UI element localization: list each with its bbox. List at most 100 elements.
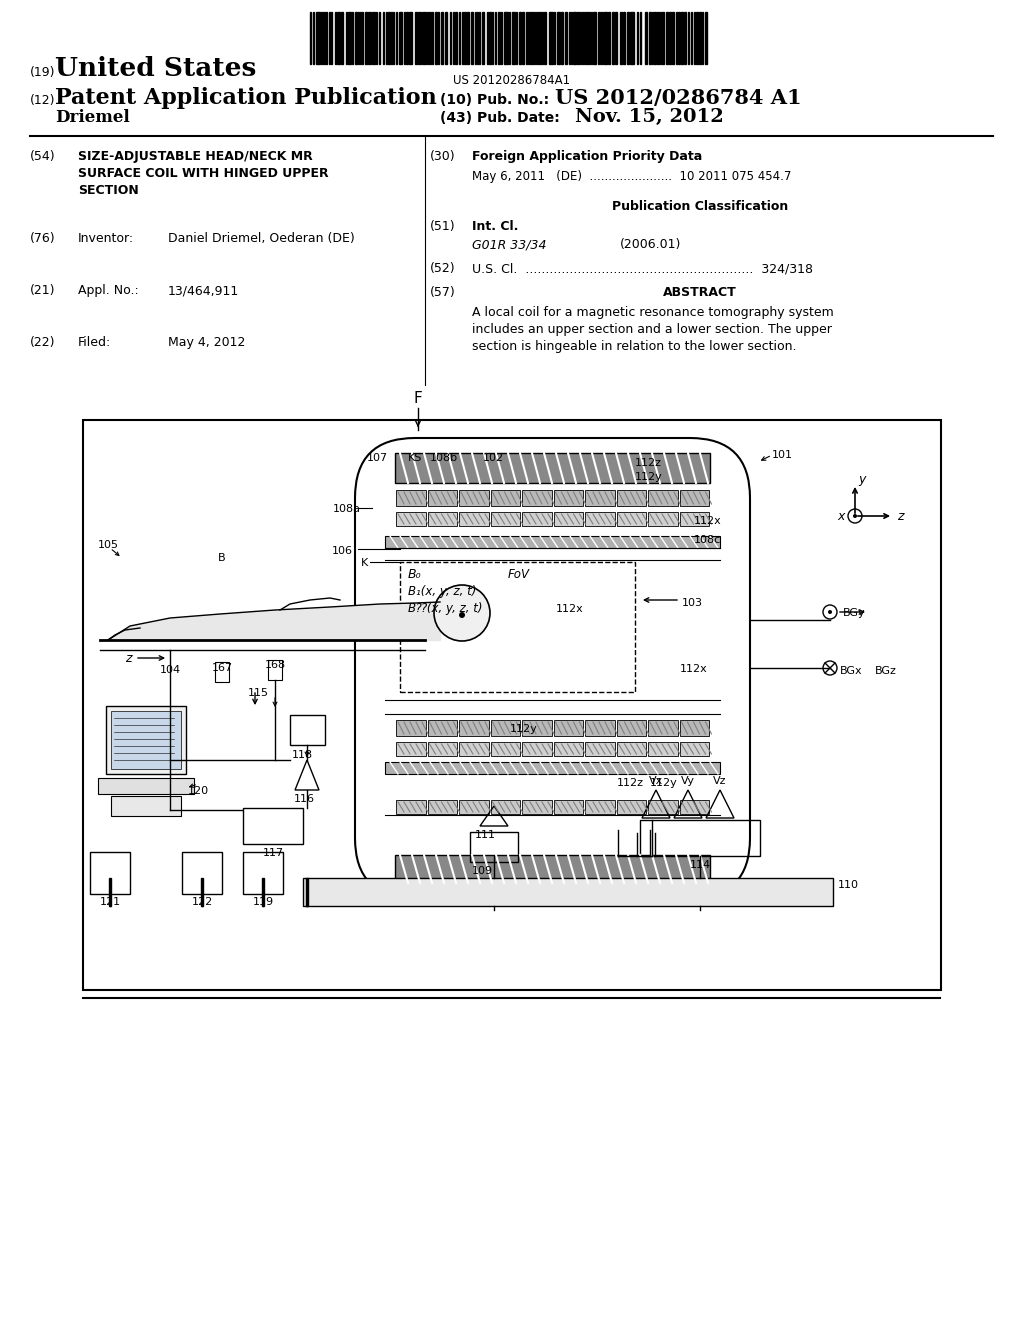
Text: 168: 168 — [265, 660, 286, 671]
Text: 101: 101 — [772, 450, 793, 459]
Bar — [573, 12, 575, 63]
Circle shape — [823, 605, 837, 619]
Bar — [316, 12, 319, 63]
Bar — [648, 490, 678, 506]
Bar — [672, 12, 674, 63]
Bar — [585, 719, 614, 737]
Text: B₁(x, y, z, t): B₁(x, y, z, t) — [408, 585, 476, 598]
Bar — [471, 12, 473, 63]
Text: 108c: 108c — [694, 535, 721, 545]
Circle shape — [853, 513, 857, 517]
Text: B₀: B₀ — [408, 568, 422, 581]
Bar — [630, 12, 634, 63]
Text: U.S. Cl.  .........................................................  324/318: U.S. Cl. ...............................… — [472, 261, 813, 275]
Text: (52): (52) — [430, 261, 456, 275]
Text: B⁇(x, y, z, t): B⁇(x, y, z, t) — [408, 602, 482, 615]
Bar — [585, 512, 614, 525]
Bar — [365, 12, 367, 63]
Bar — [648, 719, 678, 737]
Text: 117: 117 — [262, 847, 284, 858]
Circle shape — [459, 612, 465, 618]
Bar — [544, 12, 546, 63]
Bar — [539, 12, 541, 63]
Bar — [396, 800, 426, 814]
Bar — [341, 12, 343, 63]
Text: z: z — [126, 652, 132, 664]
Text: SIZE-ADJUSTABLE HEAD/NECK MR
SURFACE COIL WITH HINGED UPPER
SECTION: SIZE-ADJUSTABLE HEAD/NECK MR SURFACE COI… — [78, 150, 329, 197]
Text: Vx: Vx — [649, 776, 664, 785]
Bar — [201, 878, 203, 906]
Text: (21): (21) — [30, 284, 55, 297]
Bar — [482, 12, 484, 63]
Bar — [666, 12, 668, 63]
Bar — [522, 12, 524, 63]
Bar — [400, 562, 635, 692]
Bar — [680, 742, 709, 756]
Bar — [678, 12, 680, 63]
Bar — [268, 660, 282, 680]
Bar — [418, 12, 420, 63]
Bar — [648, 742, 678, 756]
Bar — [215, 663, 229, 682]
Bar — [522, 512, 552, 525]
Text: Inventor:: Inventor: — [78, 232, 134, 246]
Text: KS: KS — [408, 453, 422, 463]
Bar — [699, 12, 701, 63]
Text: 103: 103 — [682, 598, 703, 609]
Text: 111: 111 — [475, 830, 496, 840]
Bar — [396, 490, 426, 506]
Bar — [657, 12, 659, 63]
Text: BGy: BGy — [843, 609, 865, 618]
Bar — [459, 742, 488, 756]
Text: 112x: 112x — [680, 664, 708, 675]
Bar — [348, 12, 351, 63]
Bar — [489, 12, 490, 63]
Bar — [388, 12, 390, 63]
Text: United States: United States — [55, 55, 256, 81]
Bar — [385, 762, 720, 774]
Text: (22): (22) — [30, 337, 55, 348]
Text: US 2012/0286784 A1: US 2012/0286784 A1 — [555, 88, 802, 108]
Circle shape — [434, 585, 490, 642]
Text: 108a: 108a — [333, 504, 361, 513]
Text: BGz: BGz — [874, 667, 897, 676]
Text: 104: 104 — [160, 665, 181, 675]
Text: Driemel: Driemel — [55, 110, 130, 125]
Bar — [522, 742, 552, 756]
Text: x: x — [838, 510, 845, 523]
Bar — [409, 12, 412, 63]
Text: Nov. 15, 2012: Nov. 15, 2012 — [575, 108, 724, 125]
Text: y: y — [858, 474, 865, 487]
Text: z: z — [897, 510, 903, 523]
Text: A local coil for a magnetic resonance tomography system
includes an upper sectio: A local coil for a magnetic resonance to… — [472, 306, 834, 352]
Bar — [585, 490, 614, 506]
Text: 107: 107 — [367, 453, 388, 463]
Bar — [415, 12, 417, 63]
Bar — [427, 800, 457, 814]
Bar — [616, 719, 646, 737]
Bar — [243, 808, 303, 843]
Bar — [464, 12, 466, 63]
Bar — [470, 832, 518, 862]
Text: B: B — [218, 553, 225, 564]
Bar — [396, 512, 426, 525]
Bar — [427, 719, 457, 737]
Bar — [522, 719, 552, 737]
Bar — [490, 719, 520, 737]
Text: (57): (57) — [430, 286, 456, 300]
Text: 112y: 112y — [510, 723, 538, 734]
Bar — [459, 800, 488, 814]
Bar — [427, 490, 457, 506]
Text: 109: 109 — [472, 866, 494, 876]
Bar — [303, 878, 833, 906]
Bar — [577, 12, 579, 63]
Bar — [616, 742, 646, 756]
Bar — [90, 851, 130, 894]
Bar — [615, 12, 617, 63]
Bar — [554, 742, 583, 756]
Bar — [645, 12, 647, 63]
Text: Patent Application Publication: Patent Application Publication — [55, 87, 437, 110]
Bar — [490, 512, 520, 525]
Text: G01R 33/34: G01R 33/34 — [472, 238, 547, 251]
Text: 112x: 112x — [556, 605, 584, 614]
